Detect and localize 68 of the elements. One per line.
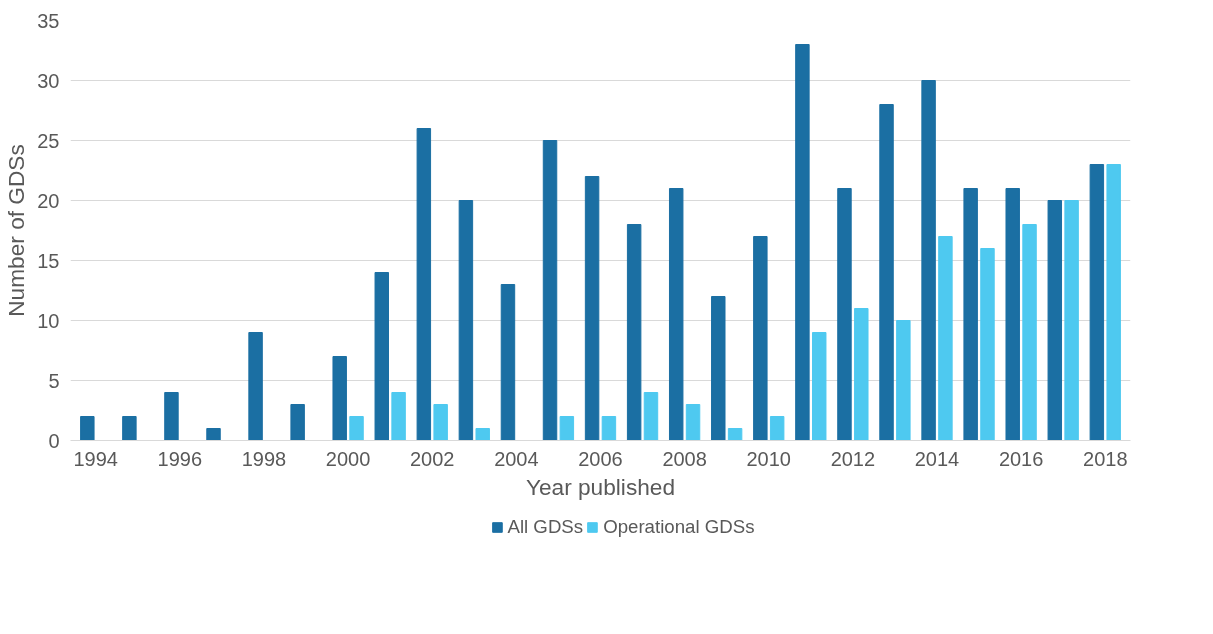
x-tick-label: 1998: [241, 447, 287, 470]
bar: [812, 332, 827, 441]
bar: [391, 392, 406, 441]
bar: [164, 392, 179, 441]
y-tick-label: 15: [37, 249, 60, 272]
x-tick-label: 1994: [73, 447, 118, 470]
bar: [433, 404, 448, 441]
y-tick-label: 20: [37, 189, 60, 212]
bar: [122, 416, 137, 441]
bar: [769, 416, 785, 441]
y-tick-label: 0: [48, 429, 60, 452]
bar: [921, 80, 936, 441]
y-tick-label: 5: [48, 369, 60, 392]
bar: [458, 200, 474, 441]
bar: [206, 428, 221, 441]
bar: [1089, 164, 1105, 441]
y-tick-label: 35: [37, 9, 60, 32]
bar: [711, 296, 726, 441]
bar: [349, 416, 364, 441]
bar: [584, 176, 600, 441]
bar: [1106, 164, 1121, 441]
legend-label: All GDSs: [507, 516, 584, 538]
bar: [559, 416, 575, 441]
bar: [685, 404, 701, 441]
bar: [727, 428, 743, 441]
bar: [1047, 200, 1063, 441]
x-tick-label: 2014: [914, 447, 960, 470]
x-tick-label: 2018: [1083, 447, 1128, 470]
x-tick-label: 2008: [662, 447, 707, 470]
x-tick-label: 2012: [830, 447, 876, 470]
bar: [332, 356, 347, 441]
y-axis-title: Number of GDSs: [3, 144, 30, 317]
bar: [626, 224, 642, 441]
y-tick-label: 25: [37, 129, 60, 152]
bar: [542, 140, 558, 441]
bar: [374, 272, 389, 441]
bar: [1064, 200, 1079, 441]
y-tick-label: 10: [37, 309, 60, 332]
bar: [290, 404, 305, 441]
bar: [1005, 188, 1020, 441]
bar: [80, 416, 95, 441]
bar: [248, 332, 263, 441]
bar: [1022, 224, 1037, 441]
bar: [668, 188, 684, 441]
x-tick-label: 2016: [998, 447, 1044, 470]
bar: [896, 320, 911, 441]
bar: [963, 188, 978, 441]
bar: [879, 104, 894, 441]
bar: [500, 284, 516, 441]
bar: [938, 236, 953, 441]
bar: [980, 248, 995, 441]
bar: [854, 308, 869, 441]
x-tick-label: 2010: [746, 447, 792, 470]
x-tick-label: 2000: [325, 447, 371, 470]
bar: [795, 44, 810, 441]
bar: [643, 392, 659, 441]
x-tick-label: 1996: [157, 447, 203, 470]
bar: [601, 416, 617, 441]
bar: [837, 188, 852, 441]
x-tick-label: 2006: [578, 447, 623, 470]
x-axis-title: Year published: [525, 473, 676, 500]
bar: [475, 428, 490, 441]
x-tick-label: 2004: [494, 447, 539, 470]
x-tick-label: 2002: [410, 447, 455, 470]
legend-label: Operational GDSs: [603, 516, 755, 538]
y-tick-label: 30: [37, 69, 60, 92]
bar: [416, 128, 432, 441]
bar: [753, 236, 768, 441]
